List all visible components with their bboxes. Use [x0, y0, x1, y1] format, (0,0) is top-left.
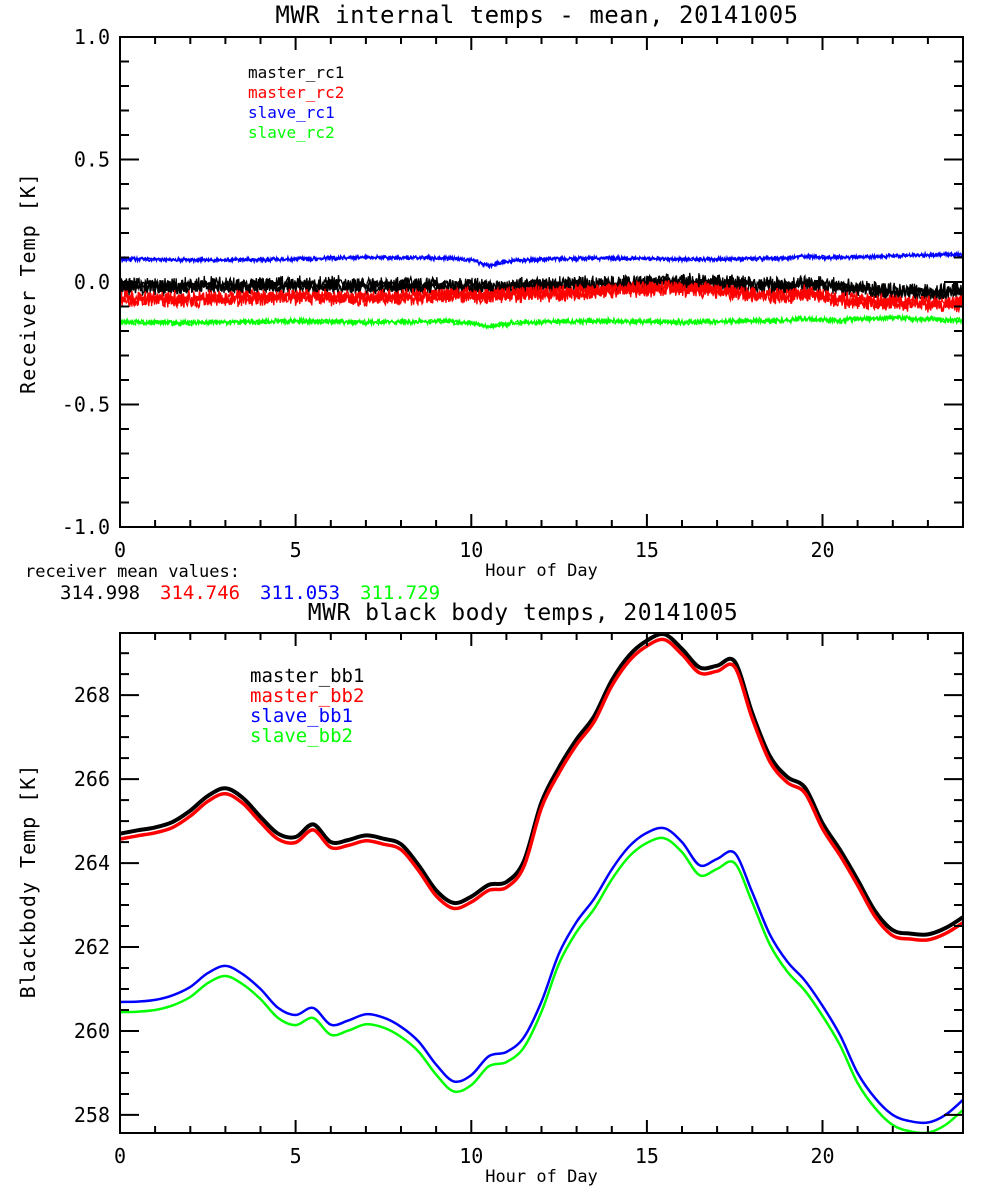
- x-tick-label: 10: [459, 1144, 483, 1168]
- legend-item-master-bb2: master_bb2: [250, 685, 365, 707]
- y-tick-label: 262: [74, 935, 110, 959]
- receiver-temp-plot-tick-labels: 0 5 10 15 20 1.0 0.5 0.0 -0.5 -1.0: [62, 25, 835, 562]
- mean-value-slave-rc2: 311.729: [360, 582, 441, 604]
- legend-item-master-rc2: master_rc2: [248, 83, 345, 102]
- receiver-temp-plot-ticks: [119, 36, 964, 528]
- series-slave_rc1: [120, 250, 963, 270]
- series-slave_bb1: [120, 826, 963, 1125]
- series-master_bb1: [120, 633, 963, 937]
- blackbody-temp-plot: 0 5 10 15 20 258 260 262 264 266 268: [74, 632, 964, 1168]
- x-tick-label: 20: [810, 538, 834, 562]
- legend-item-master-rc1: master_rc1: [248, 63, 345, 82]
- top-plot-x-axis-label: Hour of Day: [485, 561, 598, 581]
- x-tick-label: 10: [459, 538, 483, 562]
- x-tick-label: 5: [290, 1144, 302, 1168]
- series-master_bb2: [120, 637, 963, 942]
- top-plot-y-axis-label: Receiver Temp [K]: [16, 172, 40, 394]
- y-tick-label: 0.5: [74, 148, 110, 172]
- y-tick-label: 268: [74, 683, 110, 707]
- legend-item-slave-bb1: slave_bb1: [250, 705, 353, 727]
- blackbody-temp-plot-tick-labels: 0 5 10 15 20 258 260 262 264 266 268: [74, 683, 835, 1168]
- series-master_rc1: [120, 273, 963, 301]
- series-master_rc2: [120, 279, 963, 313]
- x-tick-label: 5: [290, 538, 302, 562]
- y-tick-label: 0.0: [74, 270, 110, 294]
- mean-value-master-rc2: 314.746: [160, 582, 241, 604]
- x-tick-label: 20: [810, 1144, 834, 1168]
- y-tick-label: -1.0: [62, 515, 110, 539]
- top-plot-title: MWR internal temps - mean, 20141005: [275, 1, 799, 29]
- x-tick-label: 0: [114, 1144, 126, 1168]
- blackbody-temp-plot-frame: [119, 632, 964, 1134]
- x-tick-label: 15: [635, 1144, 659, 1168]
- bottom-plot-y-axis-label: Blackbody Temp [K]: [16, 763, 40, 999]
- y-tick-label: 258: [74, 1103, 110, 1127]
- blackbody-temp-plot-ticks: [119, 633, 964, 1133]
- mean-value-master-rc1: 314.998: [60, 582, 141, 604]
- y-tick-label: 260: [74, 1019, 110, 1043]
- y-tick-label: -0.5: [62, 393, 110, 417]
- series-slave_bb2: [120, 836, 963, 1133]
- legend-item-slave-rc1: slave_rc1: [248, 103, 335, 122]
- receiver-temp-plot: 0 5 10 15 20 1.0 0.5 0.0 -0.5 -1.0: [62, 25, 964, 562]
- y-tick-label: 266: [74, 767, 110, 791]
- x-tick-label: 15: [635, 538, 659, 562]
- receiver-means-heading: receiver mean values:: [25, 562, 240, 582]
- top-plot-legend: master_rc1 master_rc2 slave_rc1 slave_rc…: [248, 63, 344, 143]
- legend-item-slave-bb2: slave_bb2: [250, 725, 353, 747]
- legend-item-slave-rc2: slave_rc2: [248, 123, 335, 142]
- y-tick-label: 264: [74, 851, 110, 875]
- x-tick-label: 0: [114, 538, 126, 562]
- series-slave_rc2: [120, 313, 963, 330]
- bottom-plot-legend: master_bb1 master_bb2 slave_bb1 slave_bb…: [250, 666, 364, 746]
- y-tick-label: 1.0: [74, 25, 110, 49]
- bottom-plot-x-axis-label: Hour of Day: [485, 1167, 598, 1187]
- bottom-plot-title: MWR black body temps, 20141005: [307, 600, 739, 626]
- legend-item-master-bb1: master_bb1: [250, 665, 365, 687]
- mean-value-slave-rc1: 311.053: [260, 582, 341, 604]
